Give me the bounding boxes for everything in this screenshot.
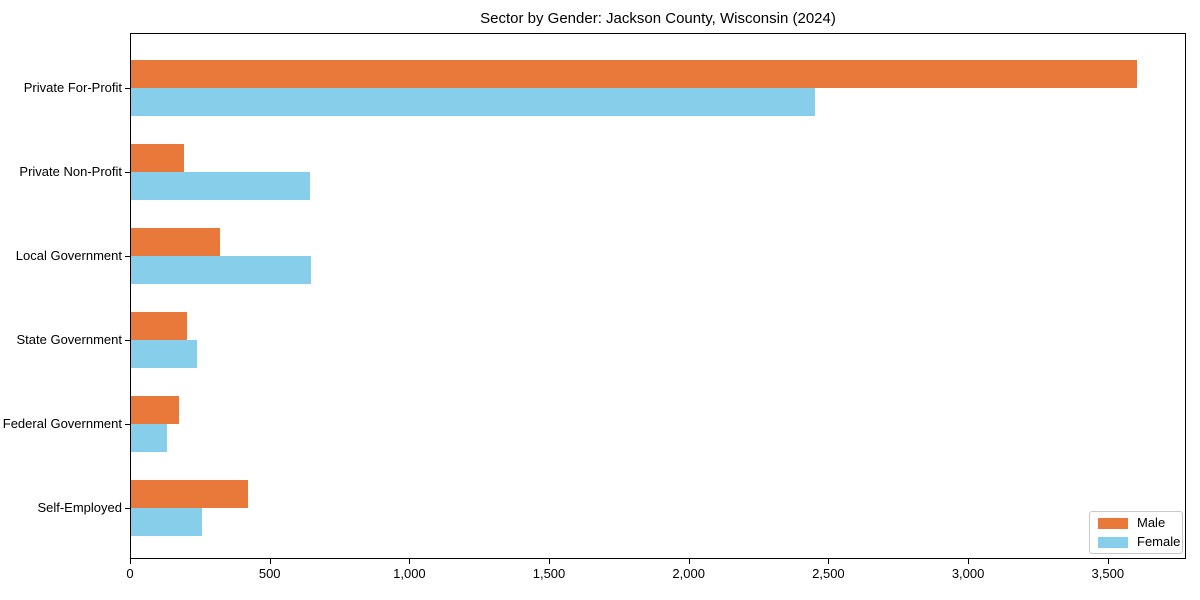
x-tick-label: 1,000 bbox=[393, 566, 426, 581]
x-tick-mark bbox=[409, 559, 411, 564]
bar-female-self-employed bbox=[131, 508, 203, 536]
x-tick-mark bbox=[130, 559, 131, 564]
y-tick-mark bbox=[125, 256, 130, 257]
legend-entry-male: Male bbox=[1098, 516, 1174, 530]
bar-male-private-non-profit bbox=[131, 144, 185, 172]
y-axis-label-federal-government: Federal Government bbox=[2, 416, 122, 431]
bar-female-state-government bbox=[131, 340, 197, 368]
y-tick-mark bbox=[125, 88, 130, 89]
x-tick-label: 500 bbox=[258, 566, 281, 581]
bar-male-state-government bbox=[131, 312, 187, 340]
bar-male-private-for-profit bbox=[131, 60, 1137, 88]
bar-male-federal-government bbox=[131, 396, 179, 424]
x-tick-label: 3,000 bbox=[951, 566, 985, 581]
legend-swatch-female bbox=[1098, 536, 1128, 548]
y-tick-mark bbox=[125, 424, 130, 425]
x-tick-label: 3,500 bbox=[1091, 566, 1125, 581]
plot-area bbox=[130, 33, 1186, 559]
bar-female-local-government bbox=[131, 256, 312, 284]
y-tick-mark bbox=[125, 508, 130, 509]
y-axis-label-private-non-profit: Private Non-Profit bbox=[19, 164, 122, 179]
y-axis-label-state-government: State Government bbox=[16, 332, 123, 347]
y-axis-label-private-for-profit: Private For-Profit bbox=[23, 80, 122, 95]
x-tick-label: 0 bbox=[126, 566, 134, 581]
x-tick-mark bbox=[828, 559, 830, 564]
y-axis-label-local-government: Local Government bbox=[15, 248, 122, 263]
x-tick-mark bbox=[1107, 559, 1109, 564]
y-axis-label-self-employed: Self-Employed bbox=[37, 500, 122, 515]
x-tick-mark bbox=[549, 559, 550, 564]
bar-male-local-government bbox=[131, 228, 221, 256]
legend-entry-female: Female bbox=[1098, 535, 1180, 549]
x-tick-label: 2,500 bbox=[812, 566, 845, 581]
y-tick-mark bbox=[125, 172, 130, 173]
chart-title: Sector by Gender: Jackson County, Wiscon… bbox=[480, 10, 836, 27]
legend: Male Female bbox=[1089, 511, 1183, 554]
bar-female-private-for-profit bbox=[131, 88, 816, 116]
x-tick-mark bbox=[688, 559, 690, 564]
y-tick-mark bbox=[125, 340, 130, 341]
bar-male-self-employed bbox=[131, 480, 249, 508]
bar-female-federal-government bbox=[131, 424, 168, 452]
x-tick-label: 2,000 bbox=[672, 566, 705, 581]
legend-label-female: Female bbox=[1137, 534, 1181, 549]
legend-label-male: Male bbox=[1137, 515, 1166, 530]
x-tick-mark bbox=[968, 559, 970, 564]
x-tick-mark bbox=[269, 559, 271, 564]
x-tick-label: 1,500 bbox=[532, 566, 566, 581]
legend-swatch-male bbox=[1098, 517, 1128, 529]
bar-female-private-non-profit bbox=[131, 172, 310, 200]
